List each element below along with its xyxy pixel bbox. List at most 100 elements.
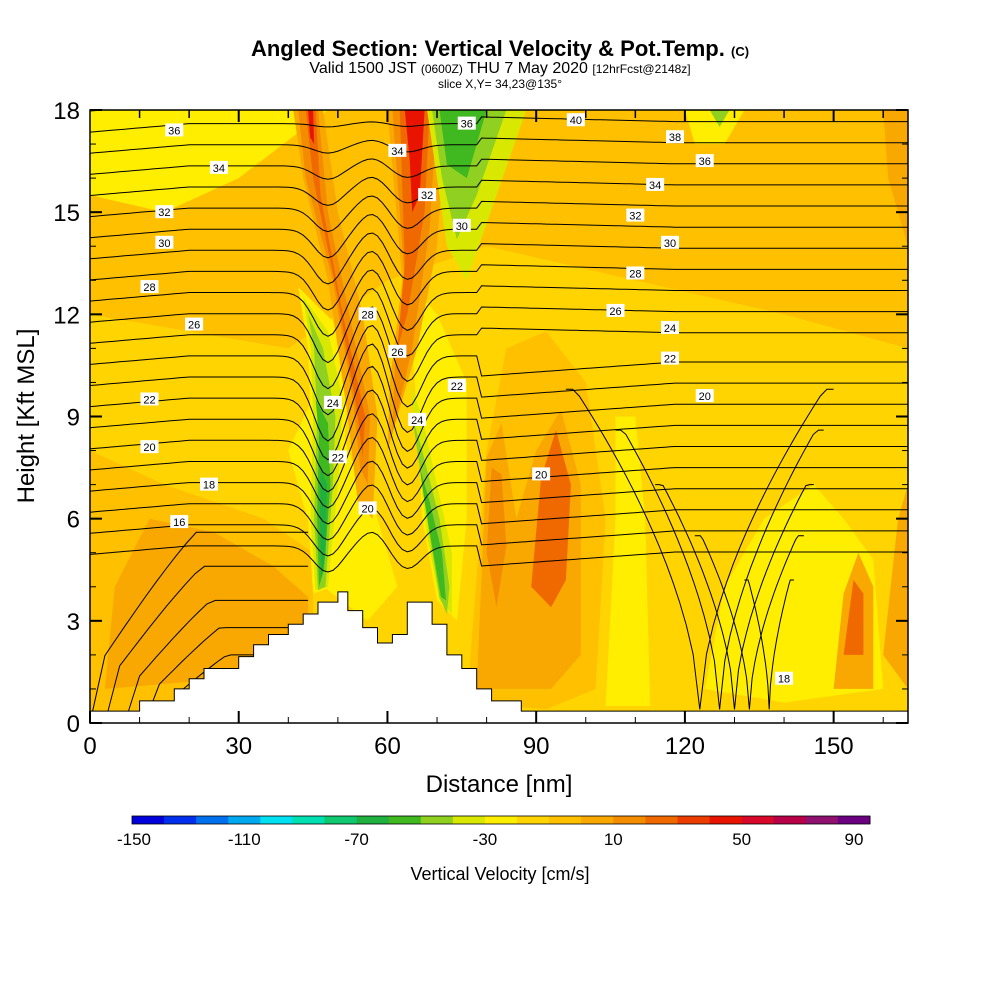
colorbar-swatch xyxy=(837,816,871,824)
colorbar-swatch xyxy=(677,816,711,824)
y-tick-label: 0 xyxy=(67,711,80,738)
contour-label: 32 xyxy=(418,188,437,202)
y-tick-label: 12 xyxy=(53,302,80,329)
contour-label: 34 xyxy=(388,143,407,158)
theta-contour-line xyxy=(90,232,908,285)
x-tick-label: 30 xyxy=(225,733,252,760)
velocity-region xyxy=(419,467,446,601)
svg-text:24: 24 xyxy=(664,323,676,335)
contour-label: 28 xyxy=(358,307,377,321)
contour-label: 30 xyxy=(452,218,471,233)
contour-label: 24 xyxy=(408,412,427,427)
terrain xyxy=(90,591,908,723)
theta-contour-line xyxy=(694,535,804,710)
colorbar-swatch xyxy=(484,816,518,824)
y-tick-label: 3 xyxy=(67,609,80,636)
theta-contour-line xyxy=(90,460,908,525)
contour-label: 16 xyxy=(170,515,189,529)
svg-text:18: 18 xyxy=(778,674,790,686)
colorbar-tick-label: 10 xyxy=(604,830,623,849)
theta-contour-line xyxy=(90,324,908,416)
colorbar-swatch xyxy=(196,816,229,824)
velocity-region xyxy=(404,110,425,213)
contour-label: 18 xyxy=(775,671,794,686)
colorbar-swatch xyxy=(613,816,646,824)
velocity-region xyxy=(308,110,315,145)
colorbar-tick-label: 50 xyxy=(732,830,751,849)
contour-label: 36 xyxy=(457,116,476,131)
svg-text:30: 30 xyxy=(158,238,170,250)
colorbar-swatch xyxy=(709,816,743,824)
velocity-region xyxy=(486,467,507,608)
svg-text:26: 26 xyxy=(391,347,403,359)
svg-text:30: 30 xyxy=(664,238,676,250)
theta-contour-line xyxy=(90,436,908,509)
chart-title: Angled Section: Vertical Velocity & Pot.… xyxy=(0,36,1000,62)
velocity-region xyxy=(397,110,430,349)
velocity-region xyxy=(843,580,864,655)
contour-label: 30 xyxy=(661,235,680,250)
theta-contour-line xyxy=(90,269,908,337)
x-axis-label: Distance [nm] xyxy=(426,771,573,798)
colorbar-tick-label: -30 xyxy=(473,830,498,849)
colorbar-swatch xyxy=(260,816,293,824)
velocity-region xyxy=(684,110,745,145)
theta-contour-line xyxy=(90,195,908,233)
theta-contour-line xyxy=(144,627,309,723)
theta-contour-line xyxy=(90,116,908,133)
theta-contour-line xyxy=(90,484,908,541)
svg-text:28: 28 xyxy=(143,282,155,294)
colorbar-swatch xyxy=(228,816,261,824)
colorbar-swatch xyxy=(292,816,326,824)
svg-text:18: 18 xyxy=(203,480,215,492)
velocity-region xyxy=(407,280,467,621)
svg-text:34: 34 xyxy=(649,180,661,192)
svg-text:20: 20 xyxy=(699,391,711,403)
colorbar-swatch xyxy=(164,816,197,824)
theta-contour-line xyxy=(90,250,908,311)
theta-contour-line xyxy=(90,176,908,206)
colorbar-tick-label: 90 xyxy=(844,830,863,849)
velocity-region xyxy=(709,110,730,127)
colorbar-swatch xyxy=(773,816,807,824)
colorbar-swatch xyxy=(420,816,454,824)
colorbar-tick-label: -110 xyxy=(228,830,261,849)
velocity-region xyxy=(90,110,328,213)
contour-label: 32 xyxy=(626,208,645,223)
theta-contour-line xyxy=(744,579,794,710)
colorbar-swatch xyxy=(741,816,775,824)
colorbar-swatch xyxy=(452,816,486,824)
contour-label: 18 xyxy=(199,477,218,492)
contour-label: 40 xyxy=(566,113,585,127)
x-tick-label: 0 xyxy=(83,733,96,760)
colorbar-swatch xyxy=(388,816,422,824)
colorbar-swatch xyxy=(805,816,839,824)
theta-contour-line xyxy=(90,508,908,557)
contour-label: 28 xyxy=(626,266,645,280)
colorbar-swatch xyxy=(132,816,165,824)
colorbar-tick-label: -70 xyxy=(344,830,369,849)
colorbar: -150 -110 -70 -30 10 50 90 xyxy=(117,815,871,849)
svg-text:32: 32 xyxy=(421,190,433,202)
x-tick-label: 90 xyxy=(523,733,550,760)
contour-label: 38 xyxy=(665,130,684,144)
contour-label: 22 xyxy=(140,392,159,406)
velocity-region xyxy=(298,110,371,485)
colorbar-label: Vertical Velocity [cm/s] xyxy=(410,864,589,884)
contour-label: 26 xyxy=(388,344,407,359)
theta-contour-line xyxy=(90,343,908,442)
svg-text:20: 20 xyxy=(535,469,547,481)
theta-contour-line xyxy=(90,365,908,461)
y-tick-label: 9 xyxy=(67,405,80,432)
svg-text:22: 22 xyxy=(664,354,676,366)
svg-text:32: 32 xyxy=(158,207,170,219)
contour-label: 26 xyxy=(185,317,204,332)
svg-text:28: 28 xyxy=(629,268,641,280)
svg-text:26: 26 xyxy=(609,306,621,318)
svg-text:26: 26 xyxy=(188,320,200,332)
contour-label: 36 xyxy=(165,123,184,137)
x-tick-label: 150 xyxy=(814,733,854,760)
velocity-region xyxy=(883,484,908,689)
